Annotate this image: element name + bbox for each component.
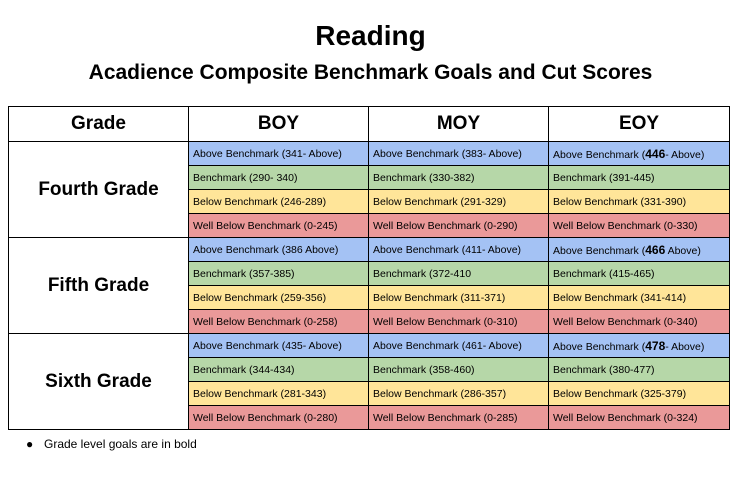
header-moy: MOY bbox=[368, 106, 549, 142]
benchmark-cell: Above Benchmark (383- Above) bbox=[368, 141, 549, 166]
benchmark-cell: Well Below Benchmark (0-285) bbox=[368, 405, 549, 430]
benchmark-cell: Above Benchmark (341- Above) bbox=[188, 141, 369, 166]
cell-text: Above Benchmark ( bbox=[553, 340, 646, 353]
grade-goal-value: 478 bbox=[645, 338, 666, 353]
grade-goal-value: 446 bbox=[645, 146, 666, 161]
footnote-text: Grade level goals are in bold bbox=[44, 437, 197, 451]
table-row: Benchmark (290- 340) Benchmark (330-382) B… bbox=[9, 165, 730, 190]
benchmark-cell: Below Benchmark (259-356) bbox=[188, 285, 369, 310]
benchmark-cell: Benchmark (372-410 bbox=[368, 261, 549, 286]
benchmark-cell: Well Below Benchmark (0-310) bbox=[368, 309, 549, 334]
benchmark-cell: Below Benchmark (311-371) bbox=[368, 285, 549, 310]
page-title: Reading bbox=[315, 20, 426, 51]
benchmark-cell: Well Below Benchmark (0-330) bbox=[548, 213, 730, 238]
header-boy: BOY bbox=[188, 106, 369, 142]
table-row: Benchmark (357-385) Benchmark (372-410 Ben… bbox=[9, 261, 730, 286]
benchmark-cell: Above Benchmark (446- Above) bbox=[548, 141, 730, 166]
table-row: Well Below Benchmark (0-245) Well Below B… bbox=[9, 213, 730, 238]
page-subtitle: Acadience Composite Benchmark Goals and … bbox=[88, 61, 653, 84]
grade-label: Fourth Grade bbox=[8, 141, 189, 238]
table-row: Well Below Benchmark (0-280) Well Below B… bbox=[9, 405, 730, 430]
benchmark-cell: Above Benchmark (466 Above) bbox=[548, 237, 730, 262]
benchmark-cell: Benchmark (357-385) bbox=[188, 261, 369, 286]
benchmark-cell: Well Below Benchmark (0-280) bbox=[188, 405, 369, 430]
table-row: Benchmark (344-434) Benchmark (358-460) Be… bbox=[9, 357, 730, 382]
cell-text: Above) bbox=[665, 244, 701, 257]
header-eoy: EOY bbox=[548, 106, 730, 142]
benchmark-cell: Below Benchmark (325-379) bbox=[548, 381, 730, 406]
cell-text: - Above) bbox=[665, 340, 705, 353]
benchmark-cell: Above Benchmark (411- Above) bbox=[368, 237, 549, 262]
footnote: ● Grade level goals are in bold bbox=[26, 437, 197, 451]
benchmark-cell: Well Below Benchmark (0-258) bbox=[188, 309, 369, 334]
benchmark-cell: Above Benchmark (435- Above) bbox=[188, 333, 369, 358]
benchmark-cell: Above Benchmark (386 Above) bbox=[188, 237, 369, 262]
grade-label: Sixth Grade bbox=[8, 333, 189, 430]
table-body: Fourth Grade Above Benchmark (341- Above)… bbox=[8, 141, 730, 430]
table-header-row: Grade BOY MOY EOY bbox=[8, 106, 730, 142]
grade-label: Fifth Grade bbox=[8, 237, 189, 334]
table-row: Below Benchmark (281-343) Below Benchmark… bbox=[9, 381, 730, 406]
cell-text: Above Benchmark ( bbox=[553, 148, 646, 161]
benchmark-cell: Benchmark (415-465) bbox=[548, 261, 730, 286]
benchmark-cell: Well Below Benchmark (0-340) bbox=[548, 309, 730, 334]
benchmark-cell: Benchmark (330-382) bbox=[368, 165, 549, 190]
grade-goal-value: 466 bbox=[645, 242, 666, 257]
benchmark-cell: Benchmark (358-460) bbox=[368, 357, 549, 382]
benchmark-cell: Well Below Benchmark (0-324) bbox=[548, 405, 730, 430]
table-row: Below Benchmark (259-356) Below Benchmark… bbox=[9, 285, 730, 310]
table-row: Below Benchmark (246-289) Below Benchmark… bbox=[9, 189, 730, 214]
header-grade: Grade bbox=[8, 106, 189, 142]
benchmark-cell: Above Benchmark (478- Above) bbox=[548, 333, 730, 358]
benchmark-cell: Well Below Benchmark (0-245) bbox=[188, 213, 369, 238]
table-row: Fourth Grade Above Benchmark (341- Above)… bbox=[8, 141, 730, 238]
benchmark-cell: Above Benchmark (461- Above) bbox=[368, 333, 549, 358]
benchmark-table: Grade BOY MOY EOY Fourth Grade Above Benc… bbox=[8, 106, 730, 430]
benchmark-cell: Below Benchmark (291-329) bbox=[368, 189, 549, 214]
benchmark-cell: Below Benchmark (286-357) bbox=[368, 381, 549, 406]
benchmark-cell: Below Benchmark (341-414) bbox=[548, 285, 730, 310]
benchmark-cell: Well Below Benchmark (0-290) bbox=[368, 213, 549, 238]
benchmark-cell: Benchmark (380-477) bbox=[548, 357, 730, 382]
benchmark-cell: Benchmark (344-434) bbox=[188, 357, 369, 382]
benchmark-cell: Below Benchmark (331-390) bbox=[548, 189, 730, 214]
table-row: Fifth Grade Above Benchmark (386 Above) Ab… bbox=[8, 237, 730, 334]
benchmark-cell: Benchmark (391-445) bbox=[548, 165, 730, 190]
table-row: Sixth Grade Above Benchmark (435- Above) A… bbox=[8, 333, 730, 430]
benchmark-cell: Below Benchmark (281-343) bbox=[188, 381, 369, 406]
bullet-icon: ● bbox=[26, 437, 34, 451]
cell-text: - Above) bbox=[665, 148, 705, 161]
benchmark-cell: Below Benchmark (246-289) bbox=[188, 189, 369, 214]
cell-text: Above Benchmark ( bbox=[553, 244, 646, 257]
benchmark-cell: Benchmark (290- 340) bbox=[188, 165, 369, 190]
